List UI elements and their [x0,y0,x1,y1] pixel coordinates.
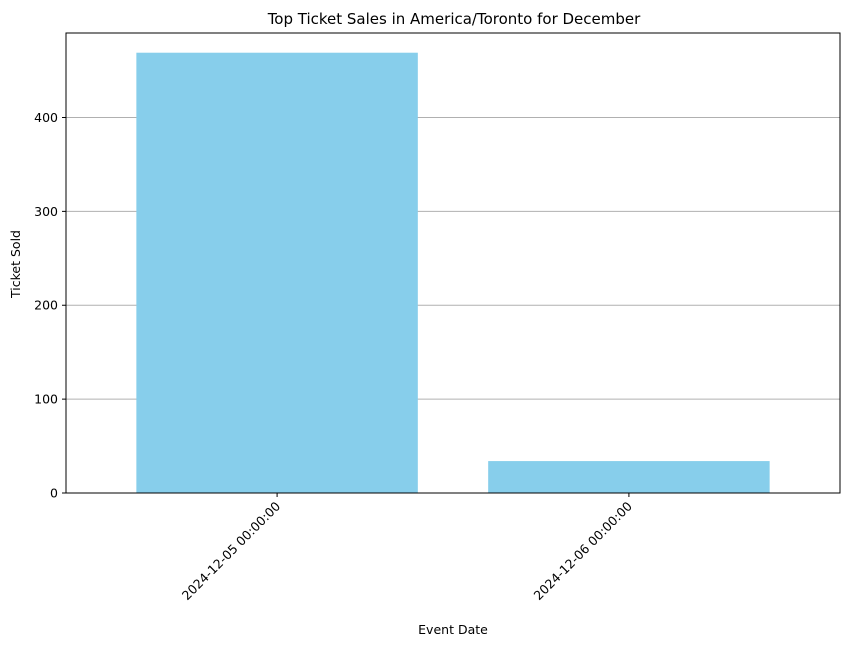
y-axis-label: Ticket Sold [8,230,23,299]
plot-frame [65,32,841,494]
y-tick-label: 400 [34,110,58,125]
bars [136,52,770,493]
chart-title: Top Ticket Sales in America/Toronto for … [267,10,641,28]
y-axis-ticks: 0 100 200 300 400 [34,110,66,501]
y-tick-label: 100 [34,392,58,407]
y-tick-label: 300 [34,204,58,219]
bar [136,52,418,493]
y-tick-label: 200 [34,298,58,313]
y-tick-label: 0 [50,486,58,501]
bar [488,461,770,493]
x-axis-label: Event Date [418,622,488,637]
